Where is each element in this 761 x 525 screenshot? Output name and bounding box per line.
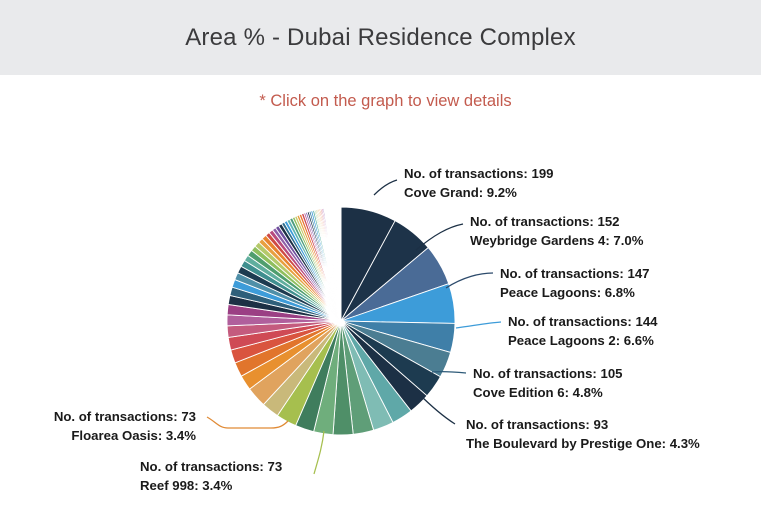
callout-transactions-line: No. of transactions: 73	[54, 409, 196, 424]
callout-label: No. of transactions: 152 Weybridge Garden…	[470, 214, 644, 248]
callout-name-percent-line: Weybridge Gardens 4: 7.0%	[470, 233, 644, 248]
callout-leader-line	[417, 392, 456, 425]
callout-label: No. of transactions: 147 Peace Lagoons: 6…	[500, 266, 650, 300]
callout-name-percent-line: Peace Lagoons: 6.8%	[500, 285, 635, 300]
click-hint-text: * Click on the graph to view details	[259, 91, 512, 110]
callout-label: No. of transactions: 105 Cove Edition 6: …	[473, 366, 623, 400]
header-bar: Area % - Dubai Residence Complex	[0, 0, 761, 75]
callout-transactions-line: No. of transactions: 105	[473, 366, 623, 381]
callout-label: No. of transactions: 93 The Boulevard by …	[466, 417, 700, 451]
callout-transactions-line: No. of transactions: 73	[140, 459, 282, 474]
page-title: Area % - Dubai Residence Complex	[185, 23, 576, 51]
callout-transactions-line: No. of transactions: 147	[500, 266, 650, 281]
callout-transactions-line: No. of transactions: 144	[508, 314, 658, 329]
pie-chart-svg[interactable]: No. of transactions: 199 Cove Grand: 9.2%…	[0, 75, 761, 525]
callout-label: No. of transactions: 73 Reef 998: 3.4%	[140, 459, 282, 493]
callout-leader-line	[206, 416, 289, 429]
callout-label: No. of transactions: 199 Cove Grand: 9.2%	[404, 166, 554, 200]
callout-name-percent-line: Peace Lagoons 2: 6.6%	[508, 333, 654, 348]
callout-name-percent-line: Floarea Oasis: 3.4%	[71, 428, 196, 443]
callout-transactions-line: No. of transactions: 93	[466, 417, 608, 432]
callout-label: No. of transactions: 73 Floarea Oasis: 3.…	[54, 409, 196, 443]
callout-transactions-line: No. of transactions: 152	[470, 214, 620, 229]
callout-leader-line	[415, 223, 464, 251]
callout-label-group: No. of transactions: 199 Cove Grand: 9.2%…	[54, 166, 700, 493]
callout-label: No. of transactions: 144 Peace Lagoons 2:…	[508, 314, 658, 348]
hint-row: * Click on the graph to view details	[0, 75, 761, 127]
callout-name-percent-line: Reef 998: 3.4%	[140, 478, 233, 493]
callout-leader-group	[206, 179, 502, 475]
callout-leader-line	[373, 179, 398, 196]
callout-name-percent-line: Cove Edition 6: 4.8%	[473, 385, 603, 400]
pie-slice-group[interactable]	[226, 206, 456, 436]
callout-transactions-line: No. of transactions: 199	[404, 166, 554, 181]
callout-leader-line	[445, 272, 494, 289]
callout-name-percent-line: The Boulevard by Prestige One: 4.3%	[466, 436, 700, 451]
callout-name-percent-line: Cove Grand: 9.2%	[404, 185, 517, 200]
callout-leader-line	[313, 430, 325, 475]
callout-leader-line	[455, 321, 502, 329]
pie-chart-area[interactable]: No. of transactions: 199 Cove Grand: 9.2%…	[0, 75, 761, 525]
callout-leader-line	[431, 370, 467, 374]
